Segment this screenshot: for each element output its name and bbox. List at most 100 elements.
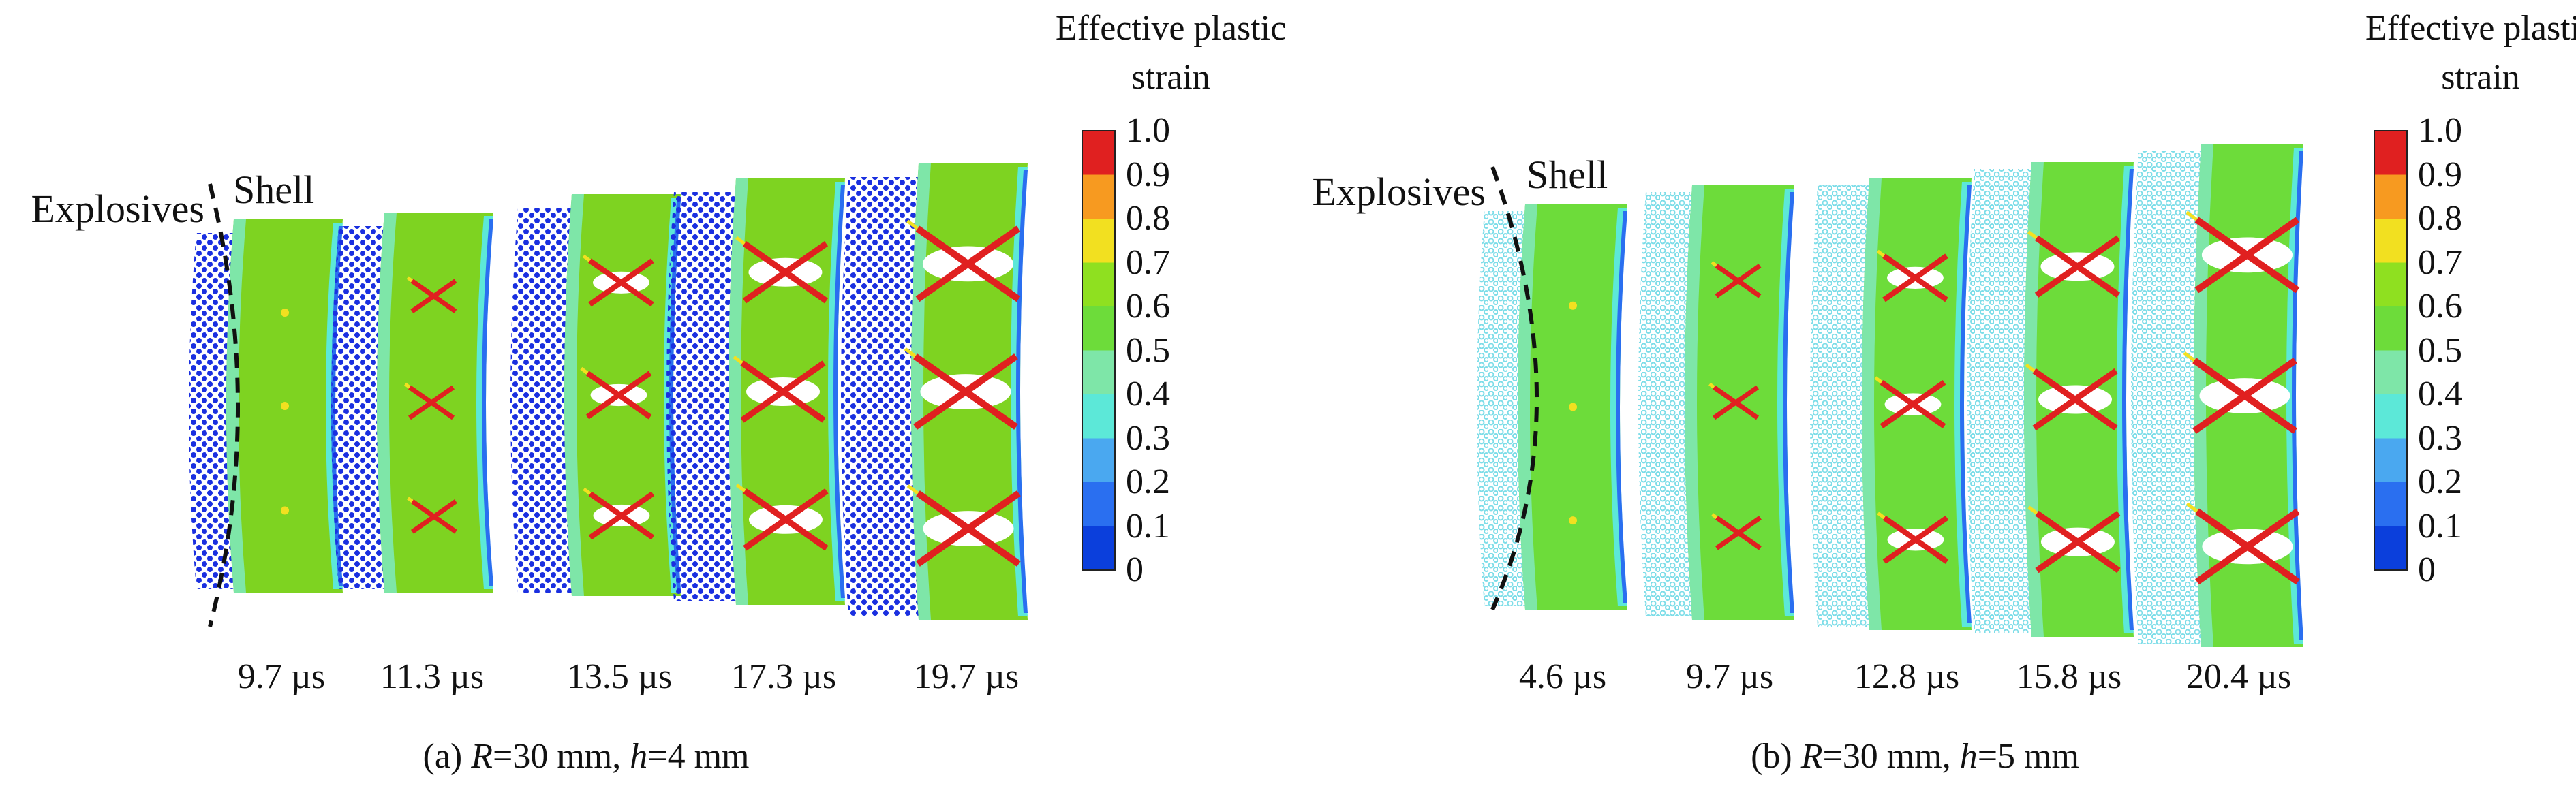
crack [1711, 261, 1762, 298]
colorbar-segment [2374, 526, 2407, 570]
explosive-particles [1638, 192, 1696, 616]
crack [1876, 249, 1948, 302]
strain-spot [1569, 301, 1577, 310]
shell-outer-edge [2292, 151, 2303, 640]
colorbar-segment [2374, 438, 2407, 482]
shell-outer-edge [1616, 211, 1627, 603]
colorbar-tick-label: 0.4 [1126, 375, 1170, 413]
explosive-particles [1967, 169, 2036, 633]
caption-prefix: (a) [423, 737, 472, 776]
colorbar-segment [2374, 482, 2407, 526]
colorbar-segment [1082, 482, 1115, 526]
explosive-shell-boundary [208, 183, 240, 627]
shell-outer-edge [1016, 170, 1028, 613]
colorbar-tick-label: 0.9 [2418, 155, 2462, 194]
panel-a-colorbar-title-1: Effective plastic [1055, 9, 1287, 48]
colorbar-segment [1082, 306, 1115, 351]
shell-inner-layer [1518, 204, 1537, 610]
caption-prefix: (b) [1751, 737, 1801, 776]
caption-r-symbol: R [1800, 737, 1823, 776]
snapshot-1 [1477, 204, 1627, 610]
colorbar-tick-label: 1.0 [1126, 111, 1170, 150]
colorbar-segment [1082, 174, 1115, 219]
snapshot-3 [1810, 178, 1972, 630]
crack [407, 497, 457, 534]
colorbar-tick-label: 0.6 [1126, 287, 1170, 326]
colorbar-tick-label: 0.2 [2418, 462, 2462, 501]
colorbar-segment [2374, 306, 2407, 351]
panel-a-time-5: 19.7 µs [913, 657, 1019, 696]
crack [1877, 512, 1949, 564]
snapshot-2 [331, 213, 493, 593]
colorbar-tick-label: 0.5 [2418, 330, 2462, 370]
shell-inner-layer [377, 213, 397, 593]
colorbar-segment [1082, 394, 1115, 439]
caption-r-value: =30 mm, [1822, 737, 1960, 776]
caption-h-value: =4 mm [647, 737, 750, 776]
explosive-shell-boundary [1490, 166, 1539, 611]
colorbar-tick-label: 0.8 [2418, 199, 2462, 238]
shell-inner-layer [1862, 178, 1882, 630]
colorbar-tick-label: 0.4 [2418, 375, 2462, 413]
explosive-particles [666, 192, 740, 601]
caption-h-symbol: h [630, 737, 648, 776]
colorbar-segment [2374, 219, 2407, 263]
colorbar-segment [2374, 350, 2407, 394]
shell-inner-layer [729, 178, 748, 605]
crack [2183, 351, 2297, 434]
strain-spot [281, 402, 289, 410]
crack [2186, 210, 2300, 294]
crack [406, 276, 457, 314]
panel-a-shell-label: Shell [233, 168, 315, 212]
crack [2027, 230, 2121, 298]
colorbar-tick-label: 0.1 [2418, 506, 2462, 546]
panel-a-time-4: 17.3 µs [731, 657, 837, 696]
strain-spot [1569, 403, 1577, 411]
snapshot-3 [510, 194, 681, 596]
panel-b-colorbar [2374, 130, 2408, 571]
explosive-particles [1810, 185, 1873, 627]
crack [735, 483, 829, 551]
crack [906, 219, 1021, 302]
panel-b-colorbar-title-1: Effective plastic [2365, 9, 2576, 48]
colorbar-segment [2374, 131, 2407, 175]
colorbar-tick-label: 0.5 [1126, 330, 1170, 370]
crack [735, 236, 829, 304]
crack [904, 347, 1018, 430]
strain-spot [1569, 516, 1577, 525]
crack [2186, 502, 2300, 585]
colorbar-segment [2374, 394, 2407, 439]
panel-b-explosives-label: Explosives [1312, 170, 1486, 214]
panel-b-time-1: 4.6 µs [1518, 657, 1607, 696]
strain-spot [281, 506, 289, 515]
crack [583, 487, 655, 540]
colorbar-tick-label: 0 [2418, 550, 2436, 589]
colorbar-tick-label: 0.7 [1126, 242, 1170, 282]
crack [906, 484, 1021, 567]
caption-r-value: =30 mm, [493, 737, 630, 776]
caption-h-value: =5 mm [1977, 737, 2079, 776]
shell-outer-edge [482, 219, 493, 586]
shell-inner-layer [1685, 185, 1704, 620]
panel-b-shell-label: Shell [1527, 153, 1608, 197]
explosive-particles [331, 226, 388, 589]
panel-a-time-3: 13.5 µs [566, 657, 673, 696]
snapshot-5 [841, 163, 1028, 620]
crack [404, 382, 455, 420]
panel-a-snapshots [189, 163, 1028, 627]
colorbar-tick-label: 1.0 [2418, 111, 2462, 150]
colorbar-segment [2374, 174, 2407, 219]
colorbar-tick-label: 0.3 [2418, 418, 2462, 458]
colorbar-tick-label: 0.6 [2418, 287, 2462, 326]
crack [1711, 513, 1762, 550]
panel-a-time-2: 11.3 µs [380, 657, 485, 696]
crack [2025, 363, 2118, 431]
caption-r-symbol: R [471, 737, 493, 776]
colorbar-tick-label: 0.1 [1126, 506, 1170, 546]
panel-b-time-2: 9.7 µs [1685, 657, 1774, 696]
snapshot-2 [1638, 185, 1794, 620]
shell-outer-edge [1960, 185, 1972, 623]
colorbar-tick-label: 0 [1126, 550, 1144, 589]
